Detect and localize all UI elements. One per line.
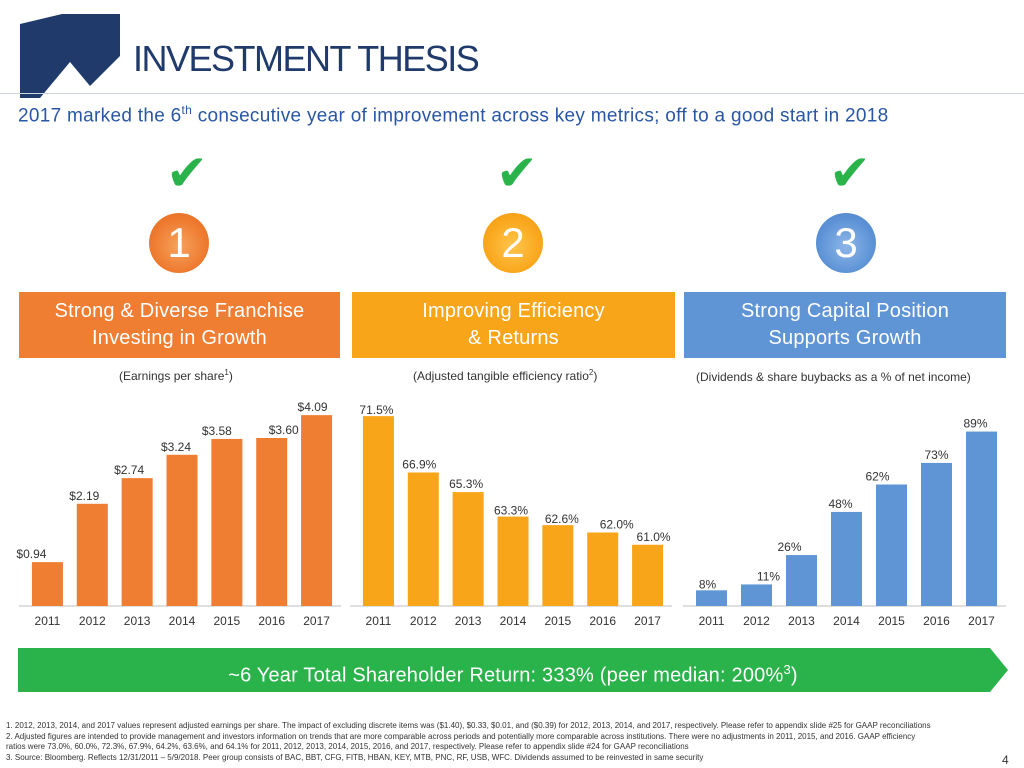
data-label: 63.3%: [494, 504, 528, 518]
data-label: $3.60: [269, 423, 299, 437]
tsr-banner: [18, 648, 1008, 692]
data-label: 62%: [865, 469, 889, 483]
pillar-box-franchise: Strong & Diverse Franchise Investing in …: [19, 292, 340, 358]
x-tick-label: 2011: [366, 614, 392, 628]
data-label: 62.6%: [545, 512, 579, 526]
pillar-number-badge: 2: [483, 213, 543, 273]
x-tick-label: 2013: [788, 614, 815, 628]
x-tick-label: 2017: [303, 614, 330, 628]
bar: [741, 584, 772, 606]
data-label: 71.5%: [359, 403, 393, 417]
x-tick-label: 2015: [545, 614, 572, 628]
data-label: $0.94: [16, 547, 46, 561]
footnote-2: 2. Adjusted figures are intended to prov…: [6, 732, 916, 741]
bar: [497, 516, 529, 606]
bar: [362, 416, 394, 606]
data-label: 26%: [777, 540, 801, 554]
pillar-line-2: Investing in Growth: [92, 327, 267, 349]
data-label: $3.24: [161, 440, 191, 454]
x-tick-label: 2014: [169, 614, 196, 628]
footnote-1: 1. 2012, 2013, 2014, and 2017 values rep…: [6, 721, 931, 730]
bar: [632, 544, 664, 606]
data-label: $2.74: [114, 463, 144, 477]
pillar-line-1: Strong Capital Position: [740, 300, 950, 322]
data-label: $4.09: [298, 400, 328, 414]
x-tick-label: 2014: [833, 614, 860, 628]
x-tick-label: 2012: [743, 614, 770, 628]
x-tick-label: 2015: [878, 614, 905, 628]
bar: [211, 438, 243, 606]
company-logo: [20, 14, 120, 98]
pillar-number-badge: 3: [816, 213, 876, 273]
bar: [831, 511, 862, 606]
footnote-2-cont: ratios were 73.0%, 60.0%, 72.3%, 67.9%, …: [6, 742, 689, 751]
data-label: $3.58: [202, 424, 232, 438]
pillar-line-1: Improving Efficiency: [422, 300, 605, 322]
data-label: 89%: [963, 417, 987, 431]
bar: [587, 532, 619, 606]
x-tick-label: 2016: [258, 614, 285, 628]
pillar-line-2: Supports Growth: [768, 327, 922, 349]
bar: [76, 503, 108, 606]
pillar-number-badge: 1: [149, 213, 209, 273]
bar: [966, 431, 997, 606]
data-label: 11%: [757, 569, 780, 583]
x-tick-label: 2017: [968, 614, 995, 628]
bar: [407, 472, 439, 606]
chart-caption-eps: (Earnings per share1): [119, 368, 233, 383]
pillar-box-efficiency: Improving Efficiency & Returns: [352, 292, 675, 358]
bar: [921, 462, 952, 606]
bar: [121, 478, 153, 606]
checkmark-icon: ✔: [166, 144, 208, 202]
x-tick-label: 2011: [699, 614, 725, 628]
bar: [256, 438, 288, 606]
x-tick-label: 2011: [35, 614, 61, 628]
x-tick-label: 2017: [634, 614, 661, 628]
data-label: 48%: [828, 497, 852, 511]
page-title: INVESTMENT THESIS: [133, 38, 480, 79]
x-tick-label: 2015: [214, 614, 241, 628]
x-tick-label: 2016: [589, 614, 616, 628]
x-tick-label: 2013: [455, 614, 482, 628]
footnote-3: 3. Source: Bloomberg. Reflects 12/31/201…: [6, 753, 704, 762]
bar: [876, 484, 907, 606]
checkmark-icon: ✔: [496, 144, 538, 202]
data-label: $2.19: [69, 489, 99, 503]
bar-charts: $0.94 2011 $2.19 2012 $2.74 2013 $3.24 2014 $3.5…: [16, 400, 1006, 628]
page-number: 4: [1002, 753, 1009, 767]
chart-caption-efficiency: (Adjusted tangible efficiency ratio2): [413, 368, 598, 383]
chart-caption-capital: (Dividends & share buybacks as a % of ne…: [696, 370, 971, 384]
title-divider: [0, 93, 1024, 94]
bar: [542, 525, 574, 606]
page-subtitle: 2017 marked the 6th consecutive year of …: [18, 103, 889, 127]
x-tick-label: 2012: [79, 614, 106, 628]
checkmark-icon: ✔: [829, 144, 871, 202]
x-tick-label: 2012: [410, 614, 437, 628]
bar: [452, 492, 484, 606]
data-label: 73%: [924, 448, 948, 462]
data-label: 62.0%: [600, 518, 634, 532]
pillar-box-capital: Strong Capital Position Supports Growth: [684, 292, 1006, 358]
x-tick-label: 2013: [124, 614, 151, 628]
bar: [696, 590, 727, 606]
data-label: 61.0%: [637, 530, 671, 544]
bar: [31, 562, 63, 606]
data-label: 65.3%: [449, 477, 483, 491]
bar: [301, 415, 333, 606]
x-tick-label: 2014: [500, 614, 527, 628]
pillar-line-2: & Returns: [468, 327, 559, 349]
bar: [166, 454, 198, 606]
x-tick-label: 2016: [923, 614, 950, 628]
pillar-line-1: Strong & Diverse Franchise: [54, 300, 305, 322]
bar: [786, 555, 817, 606]
tsr-banner-text: ~6 Year Total Shareholder Return: 333% (…: [228, 662, 798, 687]
data-label: 8%: [699, 577, 717, 591]
data-label: 66.9%: [402, 457, 436, 471]
